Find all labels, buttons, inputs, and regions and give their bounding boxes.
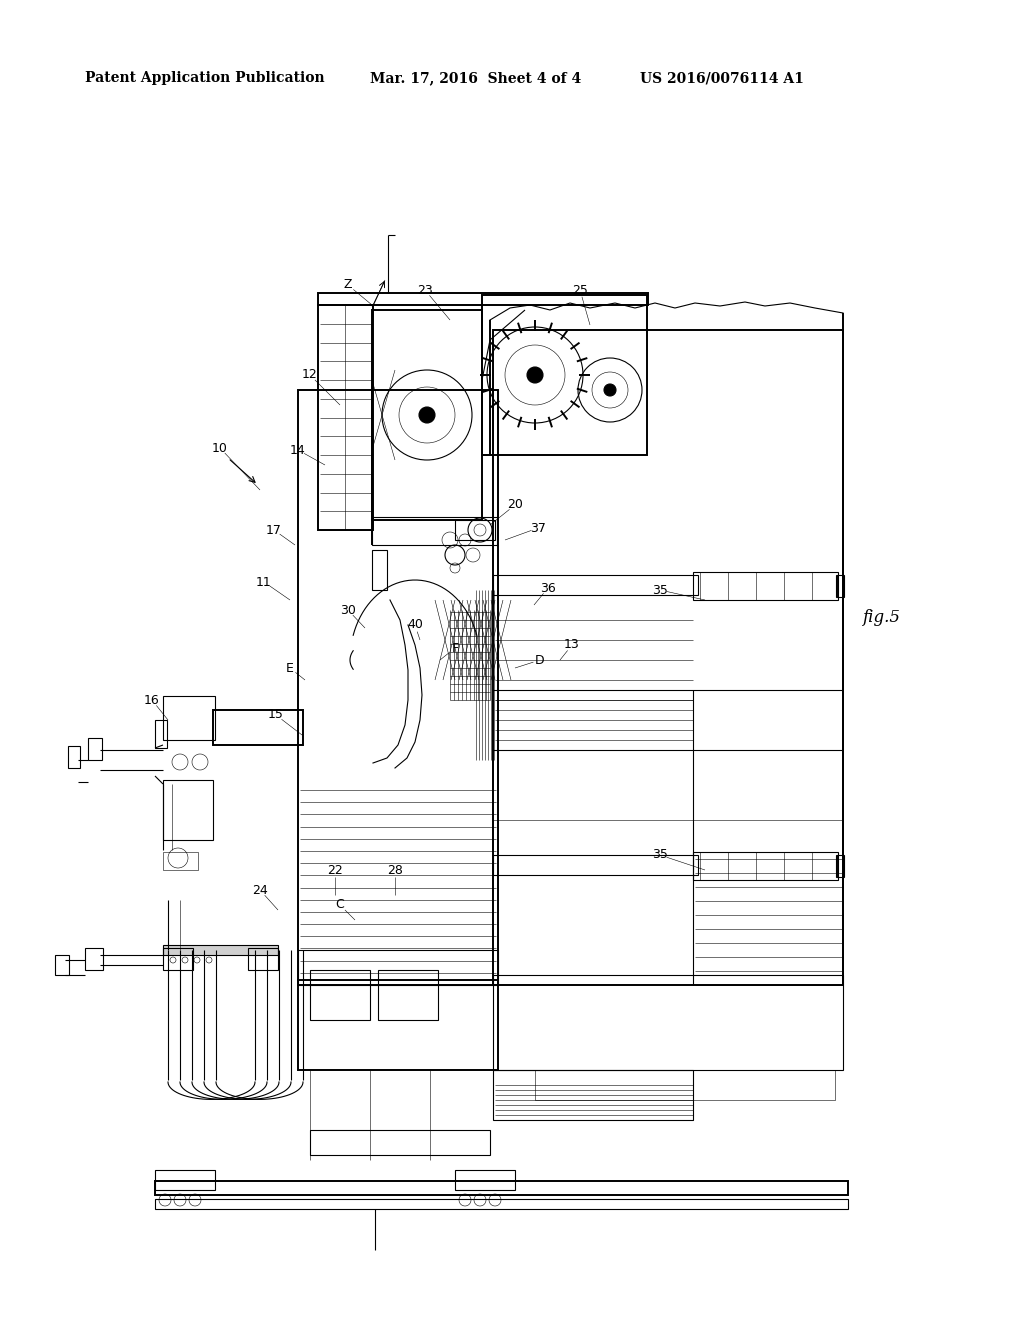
Bar: [163, 948, 193, 970]
Bar: [155, 719, 167, 748]
Bar: [372, 550, 387, 590]
Text: 28: 28: [387, 863, 402, 876]
Text: 24: 24: [252, 883, 268, 896]
Bar: [493, 975, 843, 1071]
Bar: [455, 1170, 515, 1191]
Bar: [155, 1181, 848, 1195]
Bar: [163, 851, 198, 870]
Bar: [248, 948, 278, 970]
Text: 14: 14: [290, 444, 306, 457]
Text: Mar. 17, 2016  Sheet 4 of 4: Mar. 17, 2016 Sheet 4 of 4: [370, 71, 582, 84]
Bar: [693, 851, 838, 880]
Text: 30: 30: [340, 603, 356, 616]
Text: 15: 15: [268, 709, 284, 722]
Bar: [85, 948, 103, 970]
Text: 11: 11: [256, 576, 272, 589]
Bar: [155, 1199, 848, 1209]
Circle shape: [419, 407, 435, 422]
Bar: [213, 710, 303, 744]
Text: 23: 23: [417, 284, 433, 297]
Circle shape: [527, 367, 543, 383]
Bar: [482, 294, 647, 455]
Text: Z: Z: [344, 279, 352, 292]
Text: 12: 12: [302, 368, 317, 381]
Text: 35: 35: [652, 583, 668, 597]
Bar: [493, 855, 698, 875]
Text: 22: 22: [327, 863, 343, 876]
Bar: [88, 738, 102, 760]
Text: US 2016/0076114 A1: US 2016/0076114 A1: [640, 71, 804, 84]
Text: 37: 37: [530, 521, 546, 535]
Bar: [163, 945, 278, 954]
Text: 35: 35: [652, 849, 668, 862]
Text: 10: 10: [212, 441, 228, 454]
Text: Patent Application Publication: Patent Application Publication: [85, 71, 325, 84]
Bar: [493, 1071, 693, 1119]
Bar: [836, 576, 844, 597]
Text: 40: 40: [408, 619, 423, 631]
Text: 20: 20: [507, 499, 523, 511]
Bar: [163, 696, 215, 741]
Text: 25: 25: [572, 284, 588, 297]
Bar: [318, 293, 648, 305]
Bar: [493, 330, 843, 985]
Text: F: F: [452, 642, 459, 655]
Bar: [310, 970, 370, 1020]
Text: 36: 36: [540, 582, 556, 594]
Bar: [493, 576, 698, 595]
Text: D: D: [536, 653, 545, 667]
Bar: [535, 1071, 835, 1100]
Circle shape: [604, 384, 616, 396]
Bar: [693, 572, 838, 601]
Bar: [68, 746, 80, 768]
Bar: [836, 855, 844, 876]
Bar: [455, 520, 495, 540]
Text: C: C: [336, 899, 344, 912]
Text: 16: 16: [144, 693, 160, 706]
Text: 17: 17: [266, 524, 282, 536]
Bar: [372, 310, 482, 520]
Text: E: E: [286, 661, 294, 675]
Bar: [372, 517, 497, 545]
Bar: [318, 305, 373, 531]
Bar: [155, 1170, 215, 1191]
Bar: [55, 954, 69, 975]
Bar: [298, 979, 498, 1071]
Text: 13: 13: [564, 639, 580, 652]
Bar: [310, 1130, 490, 1155]
Bar: [378, 970, 438, 1020]
Bar: [298, 950, 498, 985]
Bar: [163, 780, 213, 840]
Text: fig.5: fig.5: [862, 610, 900, 627]
Bar: [298, 389, 498, 985]
